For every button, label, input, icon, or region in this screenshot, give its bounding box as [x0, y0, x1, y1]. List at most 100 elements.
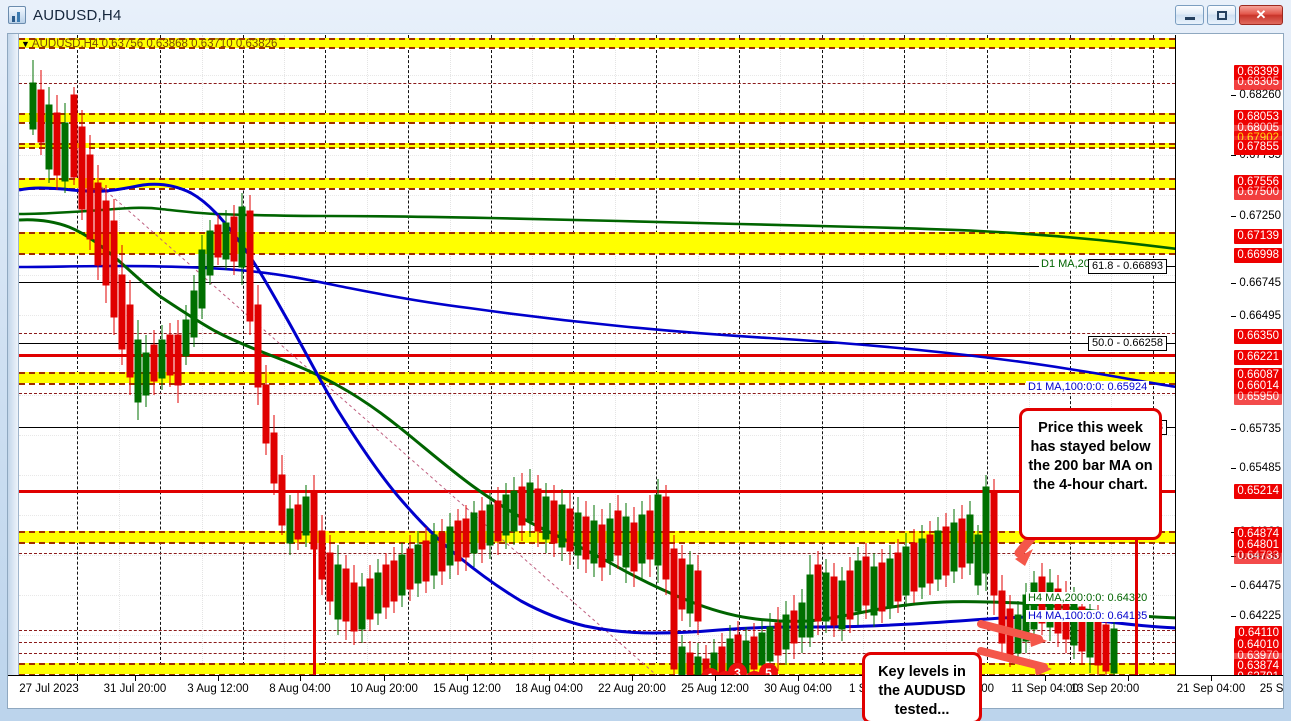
price-level-label: 0.67855 [1234, 140, 1282, 155]
level-zone [19, 178, 1175, 188]
level-zone [19, 38, 1175, 48]
time-axis[interactable]: 27 Jul 2023 31 Jul 20:00 3 Aug 12:00 8 A… [8, 675, 1283, 708]
annotation-key-levels: Key levels in the AUDUSD tested... [862, 652, 982, 721]
price-level-label: 0.66221 [1234, 350, 1282, 365]
level-line [19, 642, 1175, 643]
minimize-icon [1184, 16, 1195, 20]
time-label: 18 Aug 04:00 [515, 683, 583, 695]
close-icon: ✕ [1255, 7, 1267, 22]
price-series-svg [19, 182, 1175, 675]
time-label: 8 Aug 04:00 [269, 683, 331, 695]
time-label: 25 Sep 20:00 [1259, 683, 1283, 695]
price-level-label: 0.64733 [1234, 549, 1282, 564]
time-label: 10 Aug 20:00 [350, 683, 418, 695]
axis-line [19, 282, 1175, 283]
close-button[interactable]: ✕ [1239, 5, 1283, 25]
level-line [19, 232, 1175, 234]
symbol-quote-line: ▼ AUDUSD,H4 0.63756 0.63868 0.63710 0.638… [21, 38, 277, 50]
minimize-button[interactable] [1175, 5, 1204, 25]
level-line [19, 663, 1175, 665]
price-tick: 0.66495 [1231, 310, 1281, 322]
axis-line [19, 343, 1175, 344]
level-line [19, 178, 1175, 180]
time-label: 25 Aug 12:00 [681, 683, 749, 695]
price-tick: 0.66745 [1231, 277, 1281, 289]
window-title-bar: AUDUSD,H4 ✕ [0, 0, 1291, 30]
window-controls: ✕ [1175, 5, 1283, 25]
price-level-label: 0.67139 [1234, 229, 1282, 244]
level-line [19, 253, 1175, 255]
d1-ma100-line [19, 264, 1175, 389]
level-line [19, 490, 1175, 493]
level-line [19, 188, 1175, 190]
price-level-label: 0.64110 [1235, 626, 1282, 641]
level-zone [19, 372, 1175, 383]
chart-left-gutter [8, 34, 19, 675]
level-zone [19, 663, 1175, 674]
price-level-label: 0.66350 [1234, 329, 1282, 344]
chart-container[interactable]: ▼ AUDUSD,H4 0.63756 0.63868 0.63710 0.638… [7, 33, 1284, 721]
time-label: 3 Aug 12:00 [187, 683, 249, 695]
d1-ma100-label: D1 MA,100:0:0: 0.65924 [1026, 381, 1150, 393]
price-tick: 0.65735 [1231, 423, 1281, 435]
time-label: 15 Aug 12:00 [433, 683, 501, 695]
axis-line [19, 266, 1175, 267]
time-label: 31 Jul 20:00 [103, 683, 167, 695]
h4-ma200-label: H4 MA,200:0:0: 0.64320 [1026, 592, 1150, 604]
price-level-label: 0.63791 [1234, 670, 1282, 675]
level-line [19, 147, 1175, 149]
price-level-label: 0.65214 [1234, 484, 1282, 499]
price-tick: 0.67250 [1231, 210, 1281, 222]
time-label: 11 Sep 04:00 [1011, 683, 1079, 695]
level-line [19, 122, 1175, 124]
time-label: 30 Aug 04:00 [764, 683, 832, 695]
candle-group-lateaug [534, 475, 702, 635]
marker-4: 4 [745, 671, 764, 675]
marker-1: 1 [701, 668, 720, 675]
h4-ma100-line [19, 182, 1175, 635]
range-box-right-edge [1135, 409, 1138, 675]
marker-2: 2 [716, 671, 735, 675]
chart-plot-area[interactable]: ▼ AUDUSD,H4 0.63756 0.63868 0.63710 0.638… [19, 35, 1175, 675]
chart-plot-inner: ▼ AUDUSD,H4 0.63756 0.63868 0.63710 0.638… [19, 35, 1175, 675]
window-title: AUDUSD,H4 [33, 6, 122, 24]
level-line [19, 383, 1175, 385]
marker-3: 3 [728, 663, 747, 675]
level-line [19, 38, 1175, 40]
quote-text: AUDUSD,H4 0.63756 0.63868 0.63710 0.6382… [31, 38, 278, 50]
time-label: 13 Sep 20:00 [1070, 683, 1140, 695]
price-level-label: 0.68305 [1234, 75, 1282, 90]
annotation-200ma: Price this week has stayed below the 200… [1019, 408, 1162, 540]
price-tick: 0.68260 [1231, 89, 1281, 101]
level-zone [19, 143, 1175, 148]
maximize-icon [1216, 10, 1227, 20]
level-line [19, 372, 1175, 374]
time-label: 21 Sep 04:00 [1176, 683, 1246, 695]
level-line [19, 630, 1175, 631]
price-tick: 0.64225 [1231, 610, 1281, 622]
collapse-triangle-icon[interactable]: ▼ [21, 39, 30, 49]
maximize-button[interactable] [1207, 5, 1236, 25]
level-line [19, 83, 1175, 84]
level-line [19, 354, 1175, 357]
candlestick-series [29, 60, 1118, 675]
price-tick: 0.64475 [1231, 580, 1281, 592]
price-level-label: 0.66998 [1234, 248, 1282, 263]
h4-ma100-label: H4 MA,100:0:0: 0.64185 [1026, 610, 1150, 622]
candle-group-midaug [278, 455, 534, 645]
level-line [19, 653, 1175, 654]
d1-ma200-line [19, 206, 1175, 251]
level-line [19, 333, 1175, 334]
axis-line [19, 427, 1175, 428]
level-line [19, 674, 1175, 675]
level-line [19, 143, 1175, 145]
level-zone [19, 113, 1175, 122]
chart-window-icon [8, 6, 26, 24]
level-line [19, 113, 1175, 115]
time-label: 27 Jul 2023 [19, 683, 79, 695]
price-axis[interactable]: 0.68260 0.67755 0.67250 0.66745 0.66495 … [1175, 35, 1283, 675]
price-level-label: 0.67500 [1234, 185, 1282, 200]
candle-group-early [29, 60, 278, 495]
time-label: 22 Aug 20:00 [598, 683, 666, 695]
